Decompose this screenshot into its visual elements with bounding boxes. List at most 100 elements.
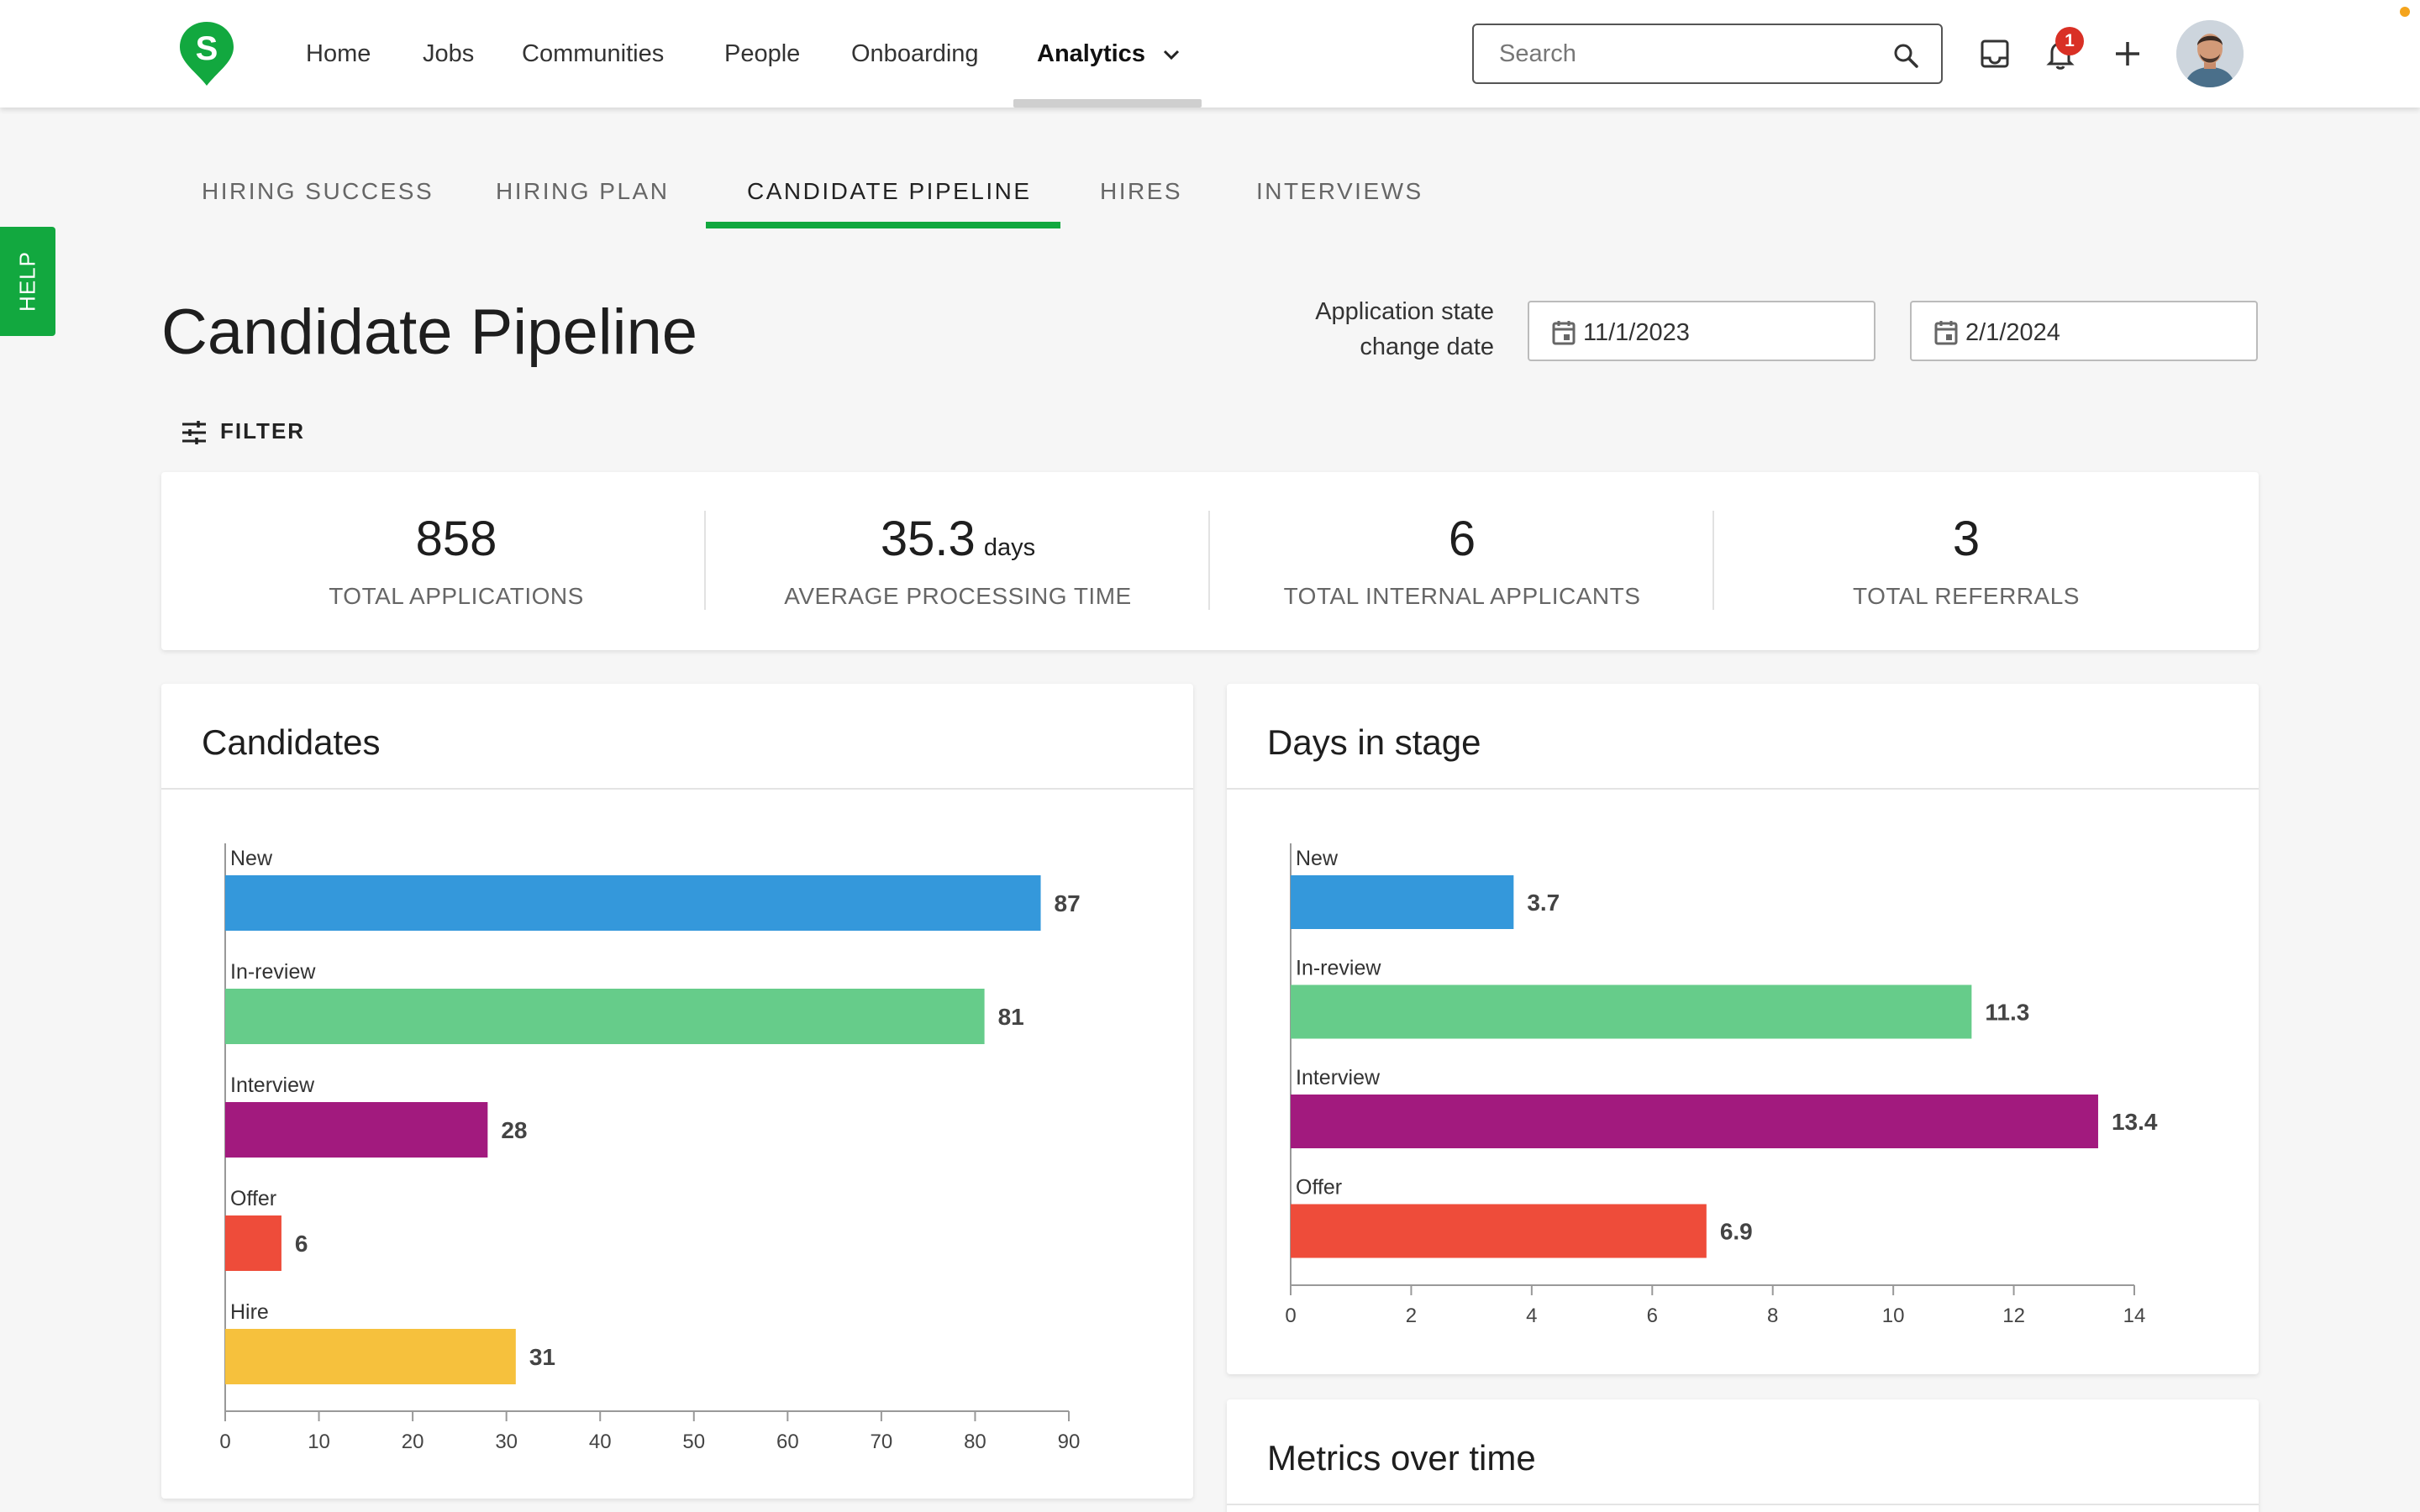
tab-interviews[interactable]: INTERVIEWS — [1256, 178, 1423, 204]
plus-icon[interactable] — [2109, 35, 2146, 72]
bar-in-review — [225, 989, 985, 1044]
card-divider — [1227, 1504, 2259, 1505]
bar-offer — [225, 1215, 281, 1271]
card-divider — [161, 788, 1193, 790]
stat-value: 3 — [1952, 512, 1981, 566]
company-logo[interactable]: S — [178, 20, 235, 87]
user-avatar-icon — [2176, 20, 2244, 87]
calendar-icon — [1552, 321, 1576, 345]
value-label: 6.9 — [1720, 1219, 1753, 1245]
x-tick-label: 40 — [589, 1431, 612, 1453]
card-title: Days in stage — [1267, 722, 1481, 762]
top-navigation: S Home Jobs Communities People Onboardin… — [0, 0, 2420, 108]
x-tick-label: 20 — [402, 1431, 424, 1453]
nav-home[interactable]: Home — [306, 40, 371, 67]
stat-unit: days — [983, 534, 1036, 561]
x-tick-label: 60 — [776, 1431, 799, 1453]
stat-value: 858 — [415, 512, 497, 566]
category-label: New — [230, 847, 273, 870]
x-tick-label: 90 — [1058, 1431, 1081, 1453]
tab-hiring-plan[interactable]: HIRING PLAN — [496, 178, 670, 204]
nav-communities[interactable]: Communities — [522, 40, 665, 67]
value-label: 6 — [295, 1231, 308, 1257]
x-tick-label: 30 — [495, 1431, 518, 1453]
bar-interview — [1291, 1095, 2098, 1148]
days-in-stage-bar-chart: 0 2 4 6 8 10 12 14 New 3.7 In-review 11.3 Interview 1… — [1285, 843, 2158, 1327]
stat-total-referrals: 3 TOTAL REFERRALS — [1714, 472, 2218, 650]
avatar[interactable] — [2176, 20, 2244, 87]
x-tick-label: 0 — [1285, 1305, 1296, 1327]
nav-onboarding[interactable]: Onboarding — [851, 40, 979, 67]
stat-average-processing-time: 35.3 days AVERAGE PROCESSING TIME — [706, 472, 1210, 650]
nav-analytics-label: Analytics — [1037, 40, 1145, 67]
svg-text:S: S — [196, 30, 218, 67]
search-icon[interactable] — [1892, 42, 1919, 69]
bar-offer — [1291, 1204, 1707, 1258]
start-date-value: 11/1/2023 — [1583, 319, 1690, 346]
x-tick-label: 4 — [1526, 1305, 1537, 1327]
value-label: 81 — [998, 1004, 1024, 1030]
category-label: Interview — [230, 1074, 315, 1097]
value-label: 31 — [529, 1344, 555, 1370]
x-tick-label: 0 — [219, 1431, 230, 1453]
x-tick-label: 70 — [871, 1431, 893, 1453]
help-tab[interactable]: HELP — [0, 227, 55, 336]
nav-analytics[interactable]: Analytics — [1037, 37, 1181, 71]
tab-hires[interactable]: HIRES — [1100, 178, 1183, 204]
stat-label: TOTAL REFERRALS — [1853, 583, 2080, 609]
stat-label: TOTAL INTERNAL APPLICANTS — [1283, 583, 1641, 609]
category-label: In-review — [230, 960, 316, 984]
filter-sliders-icon — [182, 421, 206, 444]
summary-stats-card: 858 TOTAL APPLICATIONS 35.3 days AVERAGE … — [161, 472, 2259, 650]
x-tick-label: 12 — [2002, 1305, 2025, 1327]
bar-interview — [225, 1102, 488, 1158]
status-indicator — [2400, 7, 2410, 17]
x-tick-label: 50 — [682, 1431, 705, 1453]
x-tick-label: 10 — [1882, 1305, 1905, 1327]
bar-new — [1291, 875, 1514, 929]
end-date-value: 2/1/2024 — [1965, 319, 2060, 346]
x-tick-label: 14 — [2123, 1305, 2146, 1327]
bar-hire — [225, 1329, 516, 1384]
bar-in-review — [1291, 984, 1972, 1039]
stat-label: AVERAGE PROCESSING TIME — [784, 583, 1132, 609]
stat-label: TOTAL APPLICATIONS — [329, 583, 584, 609]
filter-label: FILTER — [220, 418, 306, 444]
category-label: Hire — [230, 1300, 269, 1324]
x-tick-label: 8 — [1767, 1305, 1778, 1327]
tab-candidate-pipeline[interactable]: CANDIDATE PIPELINE — [747, 178, 1032, 204]
start-date-field[interactable]: 11/1/2023 — [1528, 301, 1876, 361]
value-label: 87 — [1055, 890, 1081, 916]
chevron-down-icon — [1163, 50, 1180, 60]
stat-divider — [1712, 511, 1714, 610]
x-tick-label: 6 — [1647, 1305, 1658, 1327]
calendar-icon — [1934, 321, 1958, 345]
active-tab-indicator — [706, 222, 1060, 228]
search-input[interactable] — [1499, 35, 1869, 72]
candidates-bar-chart: 0 10 20 30 40 50 60 70 80 90 New 87 In-review 81 Inter… — [219, 843, 1081, 1453]
stat-divider — [704, 511, 706, 610]
value-label: 28 — [501, 1117, 527, 1143]
stat-value: 6 — [1448, 512, 1476, 566]
card-title: Candidates — [202, 722, 381, 762]
value-label: 11.3 — [1985, 1000, 2029, 1026]
search-box — [1472, 24, 1943, 84]
category-label: Offer — [230, 1187, 276, 1210]
candidates-card: Candidates 0 10 20 30 40 50 60 70 80 90 New 87 In-re… — [161, 684, 1193, 1499]
card-title: Metrics over time — [1267, 1438, 1536, 1478]
stat-divider — [1208, 511, 1210, 610]
nav-active-indicator — [1013, 99, 1202, 108]
inbox-icon[interactable] — [1976, 35, 2013, 72]
days-in-stage-card: Days in stage 0 2 4 6 8 10 12 14 New 3.7 In-review… — [1227, 684, 2259, 1374]
metrics-over-time-card: Metrics over time — [1227, 1399, 2259, 1512]
date-label-line2: change date — [1360, 333, 1494, 360]
x-tick-label: 80 — [964, 1431, 986, 1453]
end-date-field[interactable]: 2/1/2024 — [1910, 301, 2258, 361]
tab-hiring-success[interactable]: HIRING SUCCESS — [202, 178, 434, 204]
card-divider — [1227, 788, 2259, 790]
category-label: New — [1296, 847, 1339, 870]
x-tick-label: 10 — [308, 1431, 330, 1453]
nav-jobs[interactable]: Jobs — [423, 40, 475, 67]
value-label: 3.7 — [1527, 890, 1560, 916]
nav-people[interactable]: People — [724, 40, 801, 67]
